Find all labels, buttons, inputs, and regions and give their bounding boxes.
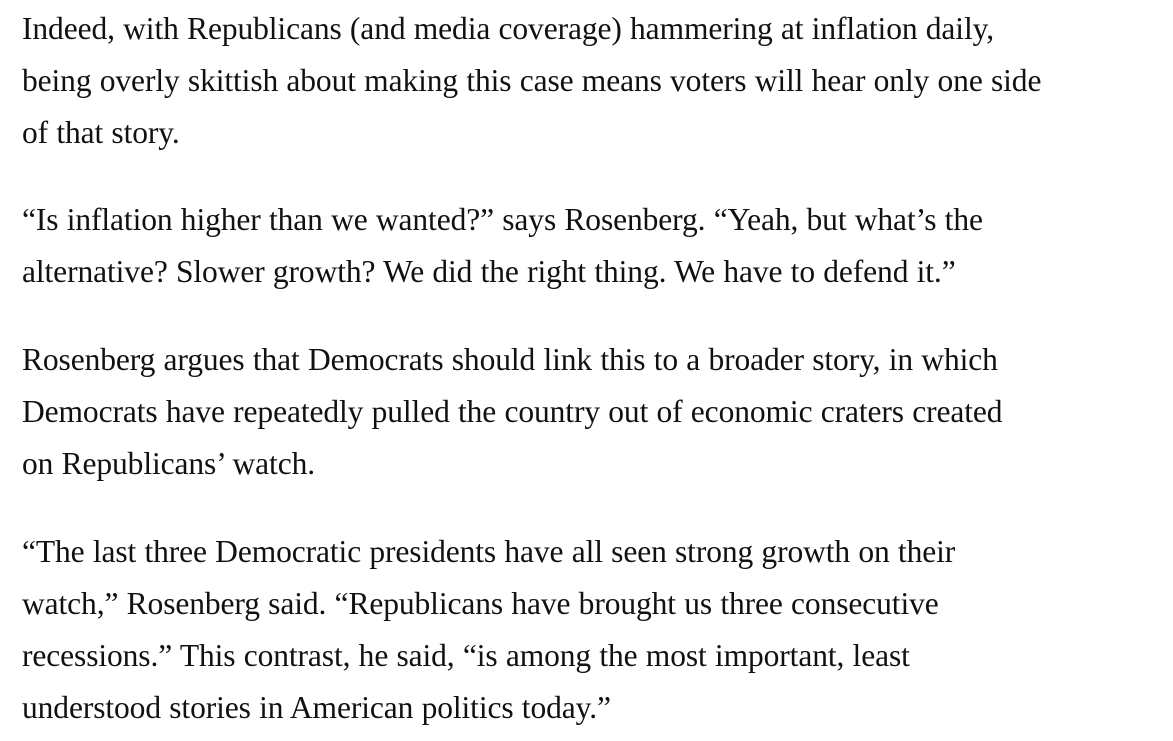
article-paragraph-4: “The last three Democratic presidents ha… xyxy=(22,526,1162,734)
paragraph-line: Rosenberg argues that Democrats should l… xyxy=(22,342,998,377)
paragraph-line: “Is inflation higher than we wanted?” sa… xyxy=(22,202,983,237)
paragraph-line: recessions.” This contrast, he said, “is… xyxy=(22,638,910,673)
paragraph-line: on Republicans’ watch. xyxy=(22,446,316,481)
article-paragraph-2: “Is inflation higher than we wanted?” sa… xyxy=(22,194,1162,298)
paragraph-line: Indeed, with Republicans (and media cove… xyxy=(22,11,994,46)
paragraph-line: of that story. xyxy=(22,115,180,150)
paragraph-line: alternative? Slower growth? We did the r… xyxy=(22,254,956,289)
paragraph-line: Democrats have repeatedly pulled the cou… xyxy=(22,394,1003,429)
article-paragraph-1: Indeed, with Republicans (and media cove… xyxy=(22,3,1162,159)
paragraph-line: understood stories in American politics … xyxy=(22,690,611,725)
paragraph-line: being overly skittish about making this … xyxy=(22,63,1042,98)
paragraph-line: “The last three Democratic presidents ha… xyxy=(22,534,956,569)
paragraph-line: watch,” Rosenberg said. “Republicans hav… xyxy=(22,586,939,621)
article-paragraph-3: Rosenberg argues that Democrats should l… xyxy=(22,334,1162,490)
